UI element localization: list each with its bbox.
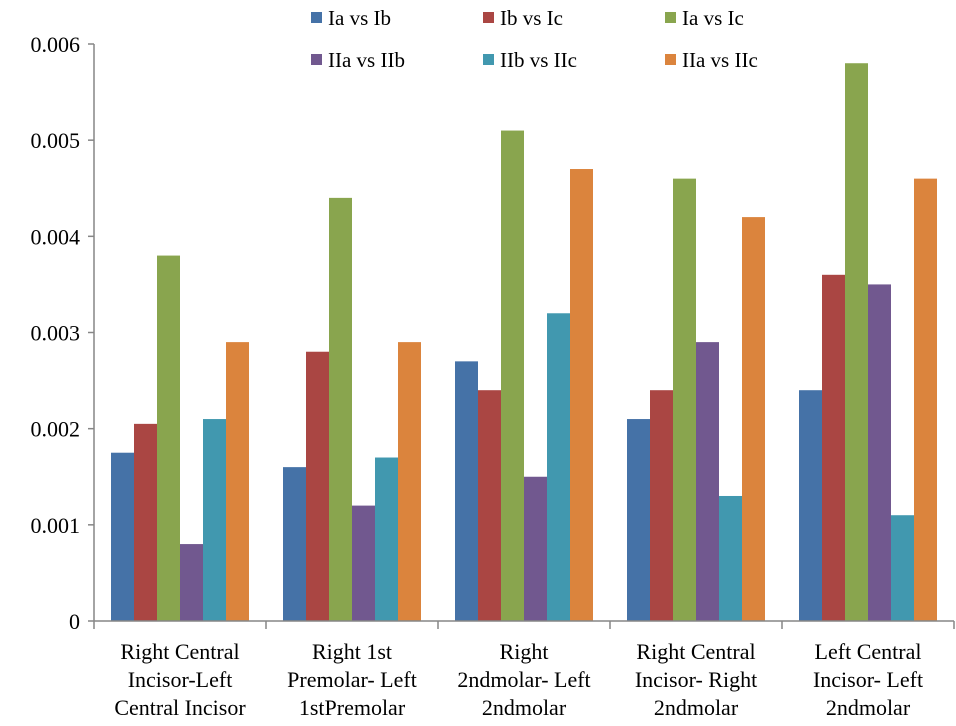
bar-ib-vs-ic-4	[822, 274, 845, 621]
bar-ia-vs-ic-4	[845, 63, 868, 622]
legend-swatch	[483, 54, 494, 65]
legend-label: IIb vs IIc	[500, 48, 577, 72]
bar-iia-vs-iib-3	[696, 342, 719, 621]
bar-ia-vs-ic-3	[673, 178, 696, 621]
bar-ia-vs-ib-4	[799, 390, 822, 621]
bar-ib-vs-ic-1	[306, 351, 329, 621]
bar-ib-vs-ic-3	[650, 390, 673, 621]
bar-iib-vs-iic-2	[547, 313, 570, 621]
y-tick-label: 0.005	[31, 128, 81, 153]
legend-label: Ib vs Ic	[500, 6, 563, 30]
x-category-label: Right 2ndmolar- Left 2ndmolar	[457, 639, 590, 720]
legend-swatch	[665, 12, 676, 23]
x-category-label: Right 1st Premolar- Left 1stPremolar	[287, 639, 417, 720]
y-tick-label: 0.002	[31, 417, 81, 442]
legend-label: Ia vs Ic	[682, 6, 744, 30]
bar-iib-vs-iic-3	[719, 495, 742, 621]
bars-group	[111, 63, 937, 622]
bar-iia-vs-iib-4	[868, 284, 891, 621]
y-tick-label: 0.006	[31, 32, 81, 57]
bar-iib-vs-iic-1	[375, 457, 398, 621]
legend-label: IIa vs IIc	[682, 48, 758, 72]
bar-iia-vs-iib-2	[524, 476, 547, 621]
bar-ia-vs-ic-0	[157, 255, 180, 621]
bar-iia-vs-iic-1	[398, 342, 421, 621]
legend-swatch	[665, 54, 676, 65]
legend-swatch	[311, 54, 322, 65]
bar-ia-vs-ib-2	[455, 361, 478, 621]
bar-ia-vs-ic-2	[501, 130, 524, 622]
bar-iia-vs-iib-1	[352, 505, 375, 621]
bar-iia-vs-iib-0	[180, 544, 203, 621]
axes-group: 0 0.001 0.002 0.003 0.004 0.005 0.006 Right Cen…	[31, 32, 955, 720]
y-tick-label: 0.003	[31, 321, 81, 346]
x-category-label: Right Central Incisor-Left Central Incisor	[114, 639, 246, 720]
bar-iib-vs-iic-0	[203, 419, 226, 621]
legend-swatch	[311, 12, 322, 23]
y-tick-label: 0	[69, 609, 80, 634]
legend-label: Ia vs Ib	[328, 6, 391, 30]
legend-label: IIa vs IIb	[328, 48, 405, 72]
bar-iia-vs-iic-4	[914, 178, 937, 621]
bar-iia-vs-iic-3	[742, 217, 765, 621]
legend: Ia vs Ib Ib vs Ic Ia vs Ic IIa vs IIb IIb vs…	[311, 6, 758, 72]
bar-iia-vs-iic-2	[570, 169, 593, 621]
bar-iib-vs-iic-4	[891, 515, 914, 621]
bar-ia-vs-ic-1	[329, 197, 352, 621]
legend-swatch	[483, 12, 494, 23]
x-category-label: Left Central Incisor- Left 2ndmolar	[813, 639, 923, 720]
bar-ia-vs-ib-0	[111, 452, 134, 621]
bar-ib-vs-ic-0	[134, 423, 157, 621]
x-category-label: Right Central Incisor- Right 2ndmolar	[635, 639, 757, 720]
bar-ib-vs-ic-2	[478, 390, 501, 621]
bar-ia-vs-ib-3	[627, 419, 650, 621]
y-tick-label: 0.004	[31, 224, 81, 249]
y-tick-label: 0.001	[31, 513, 81, 538]
bar-ia-vs-ib-1	[283, 467, 306, 621]
bar-iia-vs-iic-0	[226, 342, 249, 621]
